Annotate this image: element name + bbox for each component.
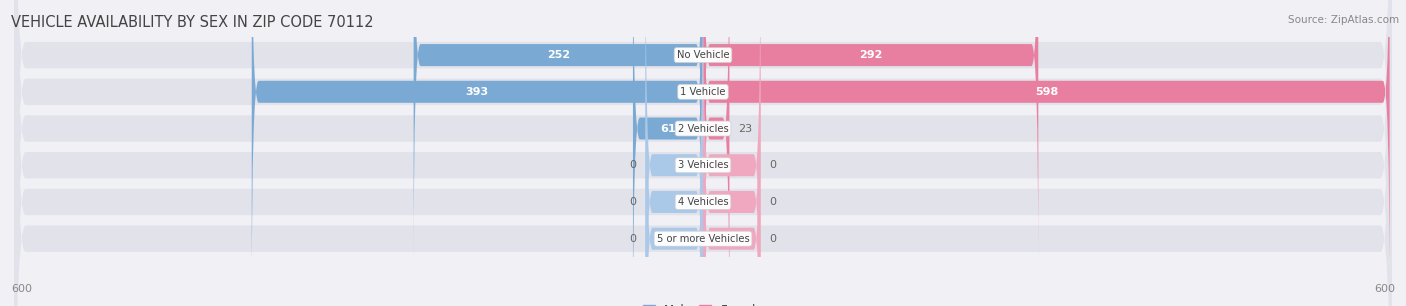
- Text: 4 Vehicles: 4 Vehicles: [678, 197, 728, 207]
- FancyBboxPatch shape: [14, 0, 1392, 306]
- Text: 0: 0: [630, 197, 637, 207]
- FancyBboxPatch shape: [14, 0, 1392, 306]
- FancyBboxPatch shape: [703, 0, 761, 306]
- Text: VEHICLE AVAILABILITY BY SEX IN ZIP CODE 70112: VEHICLE AVAILABILITY BY SEX IN ZIP CODE …: [11, 15, 374, 30]
- Text: 393: 393: [465, 87, 489, 97]
- FancyBboxPatch shape: [14, 0, 1392, 306]
- FancyBboxPatch shape: [703, 29, 761, 306]
- Text: 292: 292: [859, 50, 883, 60]
- Text: 61: 61: [661, 124, 676, 133]
- FancyBboxPatch shape: [645, 29, 703, 306]
- FancyBboxPatch shape: [645, 0, 703, 306]
- Text: 598: 598: [1035, 87, 1057, 97]
- FancyBboxPatch shape: [703, 0, 1038, 264]
- Text: Source: ZipAtlas.com: Source: ZipAtlas.com: [1288, 15, 1399, 25]
- Legend: Male, Female: Male, Female: [638, 299, 768, 306]
- Text: 0: 0: [630, 234, 637, 244]
- FancyBboxPatch shape: [703, 0, 730, 306]
- Text: 2 Vehicles: 2 Vehicles: [678, 124, 728, 133]
- Text: 1 Vehicle: 1 Vehicle: [681, 87, 725, 97]
- Text: 0: 0: [769, 234, 776, 244]
- Text: 0: 0: [630, 160, 637, 170]
- Text: No Vehicle: No Vehicle: [676, 50, 730, 60]
- FancyBboxPatch shape: [703, 0, 1389, 301]
- Text: 3 Vehicles: 3 Vehicles: [678, 160, 728, 170]
- Text: 5 or more Vehicles: 5 or more Vehicles: [657, 234, 749, 244]
- FancyBboxPatch shape: [633, 0, 703, 306]
- FancyBboxPatch shape: [413, 0, 703, 264]
- FancyBboxPatch shape: [14, 0, 1392, 306]
- FancyBboxPatch shape: [252, 0, 703, 301]
- FancyBboxPatch shape: [703, 0, 761, 306]
- Text: 600: 600: [11, 284, 32, 294]
- Text: 23: 23: [738, 124, 752, 133]
- Text: 0: 0: [769, 160, 776, 170]
- Text: 600: 600: [1374, 284, 1395, 294]
- FancyBboxPatch shape: [14, 0, 1392, 306]
- Text: 252: 252: [547, 50, 569, 60]
- FancyBboxPatch shape: [645, 0, 703, 306]
- FancyBboxPatch shape: [14, 0, 1392, 306]
- Text: 0: 0: [769, 197, 776, 207]
